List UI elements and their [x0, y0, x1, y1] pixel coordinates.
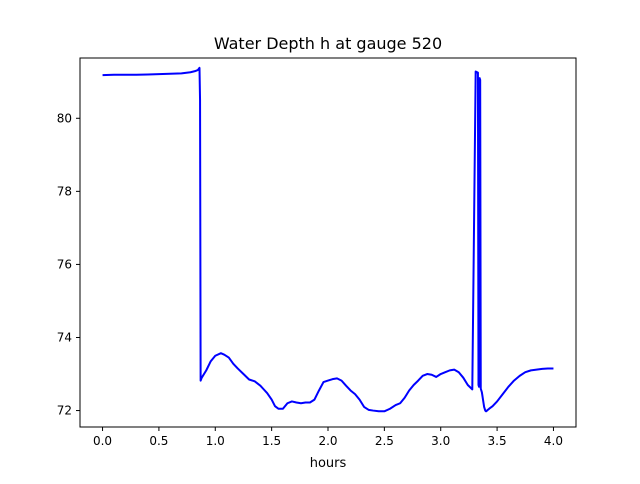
x-tick-label: 2.5 [375, 434, 394, 448]
y-tick-label: 74 [57, 330, 72, 344]
x-tick-label: 2.0 [318, 434, 337, 448]
y-tick-label: 78 [57, 184, 72, 198]
x-tick-label: 3.5 [488, 434, 507, 448]
x-axis-label: hours [310, 456, 347, 471]
x-tick-label: 4.0 [544, 434, 563, 448]
x-tick-label: 0.5 [149, 434, 168, 448]
y-tick-label: 80 [57, 111, 72, 125]
chart-title: Water Depth h at gauge 520 [214, 34, 442, 53]
x-tick-label: 1.0 [206, 434, 225, 448]
x-tick-label: 0.0 [93, 434, 112, 448]
axes: 0.0 0.5 1.0 1.5 2.0 2.5 3.0 3.5 4.0 72 74 76 78 80 [57, 57, 577, 448]
x-tick-label: 1.5 [262, 434, 281, 448]
x-tick-label: 3.0 [431, 434, 450, 448]
y-tick-label: 76 [57, 257, 72, 271]
y-tick-label: 72 [57, 404, 72, 418]
series-line [102, 66, 554, 413]
plot-area [102, 66, 554, 413]
